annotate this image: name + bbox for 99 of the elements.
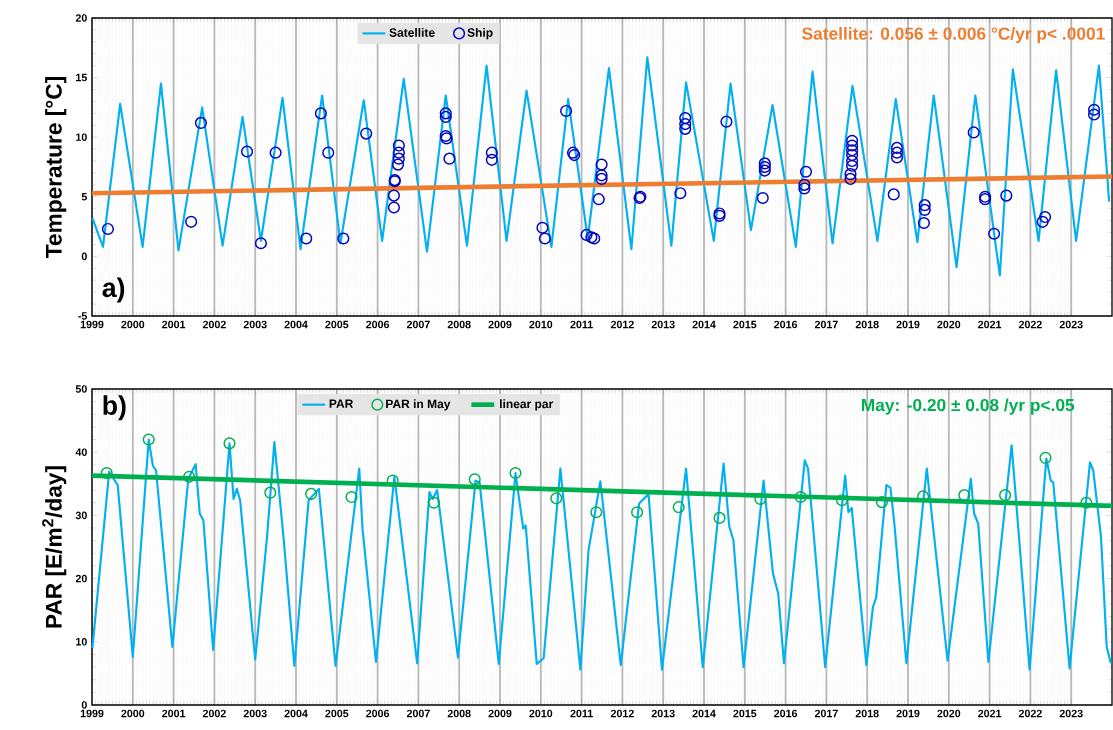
point <box>1039 451 1052 464</box>
x-tick-label: 2019 <box>896 320 920 329</box>
point <box>183 470 196 483</box>
x-tick-label: 2015 <box>733 320 757 329</box>
x-tick-label: 2020 <box>937 320 961 329</box>
x-tick-label: 1999 <box>80 320 104 329</box>
point <box>550 492 563 505</box>
point <box>427 496 440 509</box>
x-tick-label: 2021 <box>978 709 1002 718</box>
point <box>875 496 888 509</box>
annotation: May: -0.20 ± 0.08 /yr p<.05 <box>861 398 1075 415</box>
y-tick-label: 30 <box>75 511 87 520</box>
point <box>672 501 685 514</box>
x-tick-label: 2007 <box>406 320 430 329</box>
x-tick-label: 2011 <box>570 709 593 718</box>
y-tick-label: 0 <box>81 701 87 709</box>
x-tick-label: 2000 <box>121 320 145 329</box>
x-tick-label: 2002 <box>202 320 226 329</box>
y-tick-label: 15 <box>76 73 87 82</box>
x-tick-label: 2013 <box>651 709 675 718</box>
x-tick-label: 2014 <box>692 709 716 718</box>
point <box>917 490 930 503</box>
x-tick-label: 2023 <box>1059 320 1083 329</box>
x-tick-label: 2001 <box>162 320 186 329</box>
y-tick-label: 10 <box>76 133 87 141</box>
point <box>1080 496 1093 509</box>
annotation: Satellite: 0.056 ± 0.006 °C/yr p< .0001 <box>802 27 1105 44</box>
x-tick-label: 2010 <box>529 320 553 329</box>
x-tick-label: 2016 <box>774 320 798 329</box>
x-tick-label: 2001 <box>162 709 186 718</box>
point <box>305 487 318 500</box>
x-tick-label: 2022 <box>1018 320 1042 329</box>
x-tick-label: 2022 <box>1018 709 1042 718</box>
x-tick-label: 2011 <box>570 320 593 329</box>
point <box>386 474 399 487</box>
point <box>468 473 481 486</box>
y-tick-label: 10 <box>76 638 87 646</box>
legend-label: linear par <box>500 399 554 411</box>
x-tick-label: 2014 <box>692 320 716 329</box>
x-tick-label: 2021 <box>978 320 1002 329</box>
point <box>835 494 848 507</box>
y-tick-label: 40 <box>75 448 87 456</box>
x-tick-label: 2013 <box>651 320 675 329</box>
x-tick-label: 2018 <box>855 320 879 329</box>
x-tick-label: 2019 <box>896 709 920 718</box>
x-tick-label: 2008 <box>447 709 471 718</box>
point <box>631 506 644 519</box>
y-axis-title: PAR [E/m$^{2}$/day] <box>42 466 67 628</box>
annotation: b) <box>103 395 126 421</box>
x-tick-label: 2008 <box>447 320 471 329</box>
y-axis-title: Temperature [°C] <box>45 77 67 258</box>
x-tick-label: 2012 <box>610 709 634 718</box>
y-tick-label: 5 <box>81 193 87 201</box>
x-tick-label: 2005 <box>325 709 349 718</box>
legend-label: Satellite <box>389 28 435 37</box>
y-tick-label: -5 <box>78 312 87 320</box>
y-tick-label: 20 <box>75 574 87 583</box>
x-tick-label: 2015 <box>733 709 757 718</box>
x-tick-label: 2010 <box>529 709 553 718</box>
annotation: a) <box>102 277 125 303</box>
x-tick-label: 2009 <box>488 320 512 329</box>
point <box>713 511 726 524</box>
legend-label: PAR <box>329 399 354 408</box>
x-tick-label: 2005 <box>325 320 349 329</box>
x-tick-label: 2000 <box>121 709 145 718</box>
point <box>345 490 358 504</box>
x-tick-label: 2003 <box>243 320 267 329</box>
legend-label: PAR in May <box>386 399 451 411</box>
point <box>223 437 236 450</box>
point <box>264 486 277 499</box>
point <box>590 506 603 519</box>
x-tick-label: 2009 <box>488 709 512 718</box>
y-tick-label: 20 <box>75 14 87 22</box>
line-series <box>91 56 1111 277</box>
x-tick-label: 2023 <box>1059 709 1083 718</box>
x-tick-label: 2020 <box>937 709 961 718</box>
point <box>754 492 767 506</box>
x-tick-label: 2017 <box>814 320 838 329</box>
point <box>509 466 522 480</box>
x-tick-label: 2012 <box>610 320 634 329</box>
point <box>794 490 807 504</box>
x-tick-label: 2002 <box>202 709 226 718</box>
x-tick-label: 2007 <box>406 709 430 718</box>
point <box>142 433 155 446</box>
y-tick-label: 50 <box>75 385 87 393</box>
x-tick-label: 1999 <box>80 709 104 718</box>
x-tick-label: 2006 <box>366 709 390 718</box>
x-tick-label: 2003 <box>243 709 267 718</box>
x-tick-label: 2006 <box>366 320 390 329</box>
y-tick-label: 0 <box>81 252 87 261</box>
x-tick-label: 2018 <box>855 709 879 718</box>
x-tick-label: 2017 <box>814 709 838 718</box>
line-series <box>91 438 1112 671</box>
point <box>999 489 1012 502</box>
x-tick-label: 2004 <box>284 709 308 718</box>
x-tick-label: 2016 <box>774 709 798 718</box>
legend-label: Ship <box>467 28 493 40</box>
x-tick-label: 2004 <box>284 320 308 329</box>
point <box>100 466 113 480</box>
